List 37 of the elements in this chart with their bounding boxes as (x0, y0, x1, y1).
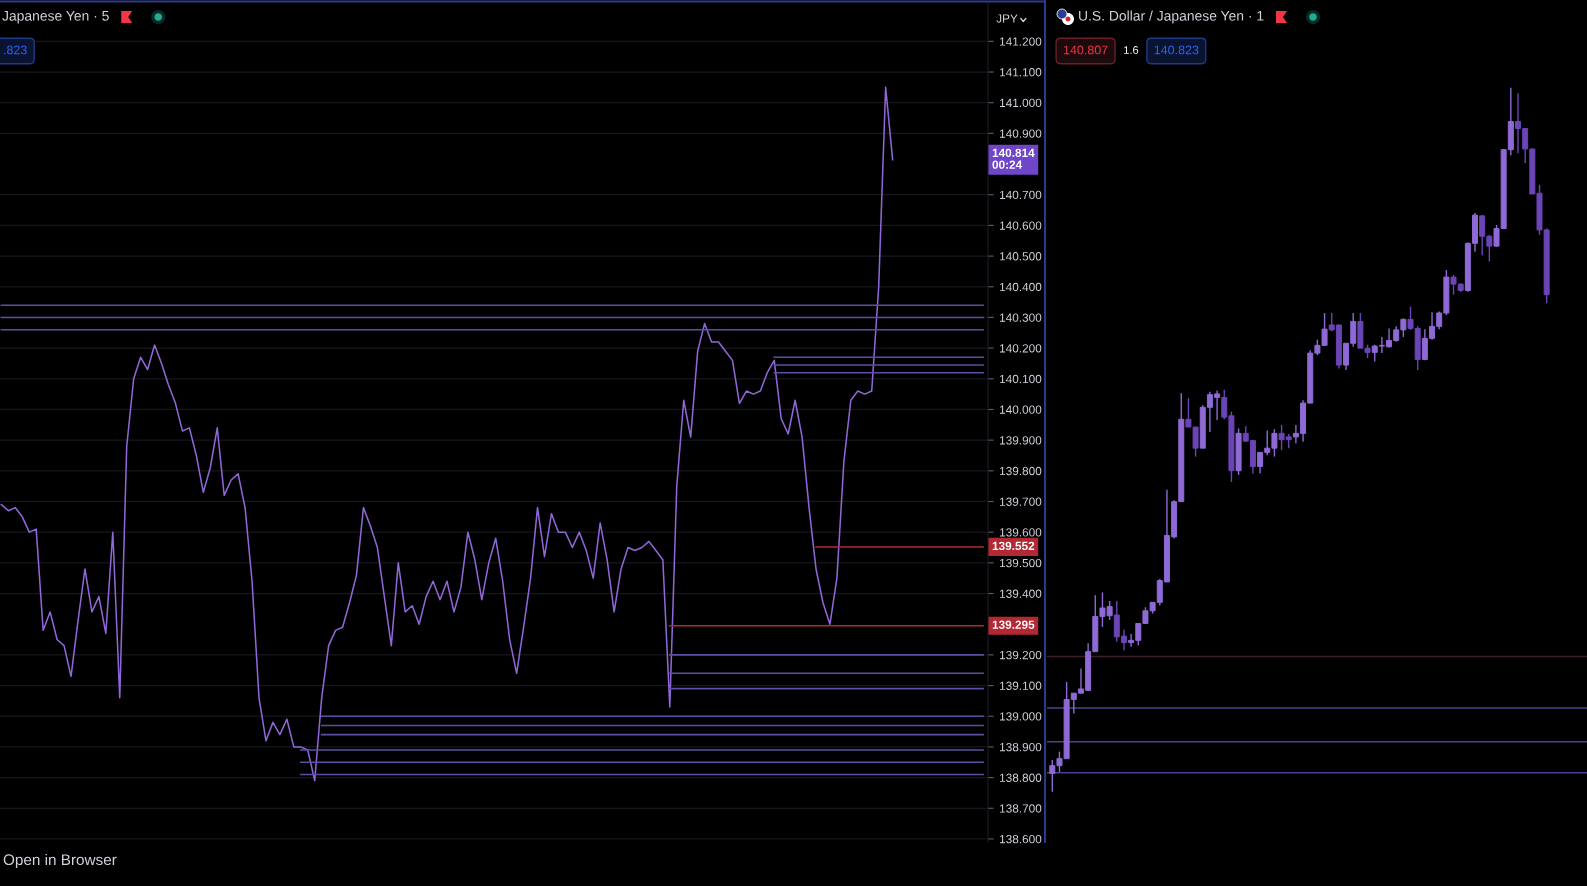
text: 1.6 (1124, 46, 1139, 54)
y-tick-label: 139.100 (1000, 681, 1042, 690)
y-tick-label: 141.200 (1000, 37, 1042, 46)
y-tick-label: 138.900 (1000, 742, 1042, 752)
data-label: 139.552 (992, 541, 1035, 551)
y-tick-label: 139.700 (1000, 497, 1042, 506)
y-tick-label: 139.000 (1000, 712, 1042, 721)
y-tick-label: 140.400 (1000, 282, 1042, 292)
text: 140.823 (1154, 45, 1199, 55)
y-tick-label: 140.700 (1000, 190, 1042, 200)
y-tick-label: 140.100 (1000, 374, 1042, 384)
y-tick-label: 140.300 (1000, 313, 1042, 322)
y-tick-label: 141.100 (1000, 68, 1042, 77)
y-tick-label: 139.400 (1000, 589, 1042, 598)
chart-title: U.S. Dollar / Japanese Yen · 1 (1079, 10, 1264, 24)
text: Open in Browser (3, 853, 117, 869)
y-tick-label: 138.700 (1000, 804, 1042, 813)
y-tick-label: 138.600 (1000, 834, 1042, 844)
y-tick-label: 139.800 (1000, 466, 1042, 476)
y-tick-label: 138.800 (1000, 773, 1042, 782)
y-tick-label: 139.200 (1000, 650, 1042, 660)
y-axis-title: JPY (996, 14, 1018, 23)
y-tick-label: 141.000 (1000, 98, 1042, 108)
y-tick-label: 140.900 (1000, 129, 1042, 138)
text: Japanese Yen · 5 (2, 11, 109, 24)
y-tick-label: 139.500 (1000, 558, 1042, 568)
data-label: 139.295 (992, 620, 1035, 629)
line-series (0, 86, 894, 782)
y-tick-label: 140.000 (1000, 405, 1042, 414)
y-tick-label: 139.600 (1000, 528, 1042, 537)
y-tick-label: 140.600 (1000, 221, 1042, 230)
text: 140.814 00:24 (992, 148, 1035, 169)
y-tick-label: 140.500 (1000, 252, 1042, 261)
text: 140.807 (1063, 45, 1108, 55)
y-tick-label: 139.900 (1000, 436, 1042, 445)
y-tick-label: 140.200 (1000, 344, 1042, 353)
annotation: .823 (4, 45, 27, 55)
